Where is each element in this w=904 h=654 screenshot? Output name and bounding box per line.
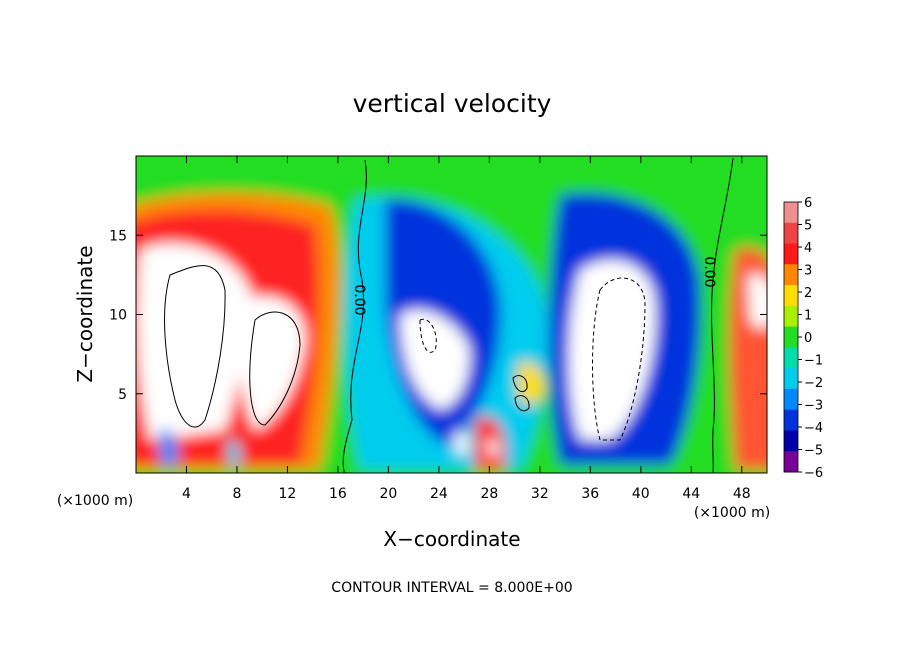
negative-cell-26 [454,431,469,456]
x-tick-label: 20 [379,486,397,502]
y-tick-label: 10 [109,308,127,324]
colorbar-label: 0 [804,331,812,346]
contour-small-31a [512,375,528,393]
y-tick-label: 15 [109,228,127,244]
negative-max-right [568,260,656,440]
colorbar-swatch [784,451,798,473]
positive-max-mid [238,296,305,430]
colorbar-swatch [784,409,798,431]
velocity-field [136,156,767,473]
colorbar: 6 5 4 3 2 1 0 −1 −2 −3 −4 −5 −6 [783,196,823,481]
colorbar-label: −4 [804,421,823,436]
x-tick-label: 24 [430,486,448,502]
zero-contour-right [711,157,734,473]
colorbar-swatch [784,222,798,245]
positive-contour-left [164,265,226,428]
x-tick-label: 44 [682,486,700,502]
colorbar-label: 1 [804,309,812,324]
colorbar-swatch [784,347,798,369]
contour-small-31b [514,395,530,412]
colorbar-swatch [784,305,798,328]
colorbar-label: 3 [804,264,812,279]
negative-cell-8 [228,439,241,465]
contour-label: 0.00 [351,284,367,315]
colorbar-swatch [784,202,798,224]
x-tick-label: 4 [182,486,191,502]
x-tick-label: 8 [232,486,241,502]
x-tick-label: 36 [581,486,599,502]
x-tick-label: 32 [531,486,549,502]
positive-cell-31 [518,361,545,405]
positive-cell-28-core [487,439,498,457]
field-shading [136,156,767,473]
colorbar-swatch [784,368,798,390]
chart-title: vertical velocity [353,89,552,118]
negative-cell-3 [160,429,179,465]
x-unit-label-left: (×1000 m) [57,493,133,509]
x-axis: 4 8 12 16 20 24 28 32 36 40 44 48 [182,156,751,502]
colorbar-label: 4 [804,241,812,256]
colorbar-label: −6 [804,466,823,481]
colorbar-label: −1 [804,354,823,369]
positive-max-right [748,274,767,329]
x-tick-label: 12 [279,486,297,502]
x-tick-label: 28 [480,486,498,502]
x-tick-label: 16 [329,486,347,502]
colorbar-label: 6 [804,196,812,211]
zero-contour-left [342,159,367,473]
colorbar-swatch [784,243,798,265]
colorbar-label: −5 [804,444,823,459]
y-tick-label: 5 [118,387,127,403]
x-tick-label: 48 [733,486,751,502]
colorbar-label: −3 [804,399,823,414]
positive-contour-mid [249,311,301,426]
colorbar-swatch [784,285,798,307]
colorbar-swatch [784,264,798,286]
colorbar-swatch [784,430,798,452]
x-unit-label-right: (×1000 m) [694,505,770,521]
positive-max-left [137,243,251,440]
contour-lines: 0.00 0.00 [164,157,734,473]
colorbar-swatch [784,326,798,348]
negative-max-left [400,309,470,410]
colorbar-label: 5 [804,219,812,234]
contour-interval-note: CONTOUR INTERVAL = 8.000E+00 [331,580,572,596]
y-axis-label: Z−coordinate [73,245,97,382]
contour-label: 0.00 [701,256,717,287]
negative-contour-right [592,277,646,441]
colorbar-label: 2 [804,286,812,301]
colorbar-swatch [784,388,798,411]
negative-contour-left [419,318,437,353]
y-axis: 5 10 15 [109,228,767,403]
colorbar-label: −2 [804,376,823,391]
x-axis-label: X−coordinate [383,527,520,551]
x-tick-label: 40 [632,486,650,502]
